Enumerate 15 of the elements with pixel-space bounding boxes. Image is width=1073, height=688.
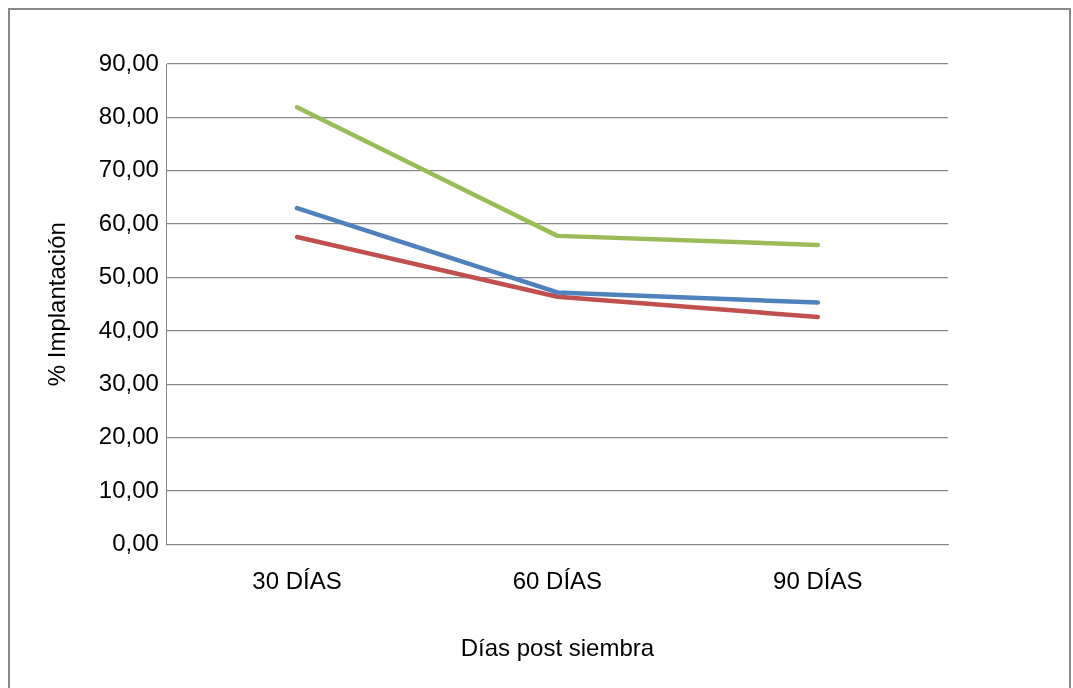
x-axis-title: Días post siembra: [460, 634, 655, 662]
x-tick-label: 90 DÍAS: [773, 567, 863, 595]
y-tick-label: 80,00: [98, 102, 159, 129]
y-tick-label: 70,00: [98, 155, 159, 183]
x-tick-label: 30 DÍAS: [252, 567, 342, 595]
y-tick-label: 40,00: [98, 315, 159, 343]
y-tick-label: 10,00: [98, 475, 159, 503]
y-axis-title: % Implantación: [43, 222, 71, 387]
y-tick-label: 30,00: [98, 368, 159, 396]
y-tick-label: 90,00: [98, 48, 159, 76]
x-tick-label: 60 DÍAS: [512, 567, 603, 595]
y-tick-label: 20,00: [98, 422, 159, 450]
y-tick-label: 50,00: [98, 262, 159, 290]
y-tick-label: 60,00: [98, 208, 159, 236]
y-tick-label: 0,00: [112, 529, 159, 557]
